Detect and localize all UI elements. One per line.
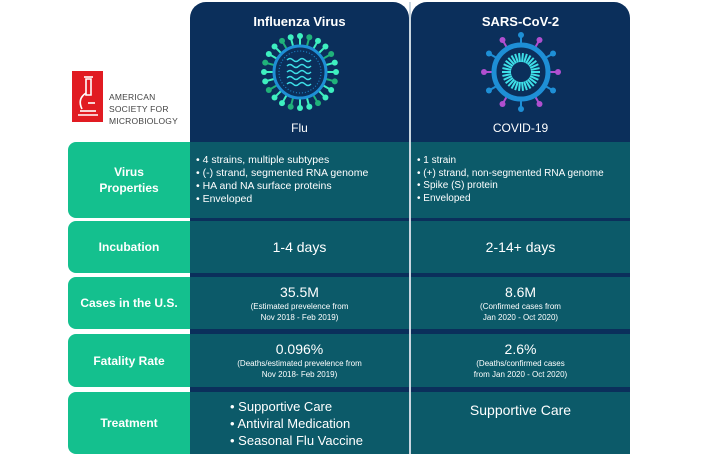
microscope-icon (78, 76, 98, 116)
covid-cell: 8.6M (Confirmed cases from Jan 2020 - Oc… (411, 277, 630, 329)
row-incubation: Incubation 1-4 days 2-14+ days (68, 221, 630, 273)
row-label: Treatment (68, 392, 190, 454)
flu-cell: 1-4 days (190, 221, 409, 273)
asm-logo-text: AMERICAN SOCIETY FOR MICROBIOLOGY (109, 92, 178, 126)
flu-cell: Supportive CareAntiviral Medication Seas… (190, 392, 409, 454)
row-label: Incubation (68, 221, 190, 273)
covid-cell: 2-14+ days (411, 221, 630, 273)
flu-cell: 0.096% (Deaths/estimated prevelence from… (190, 334, 409, 387)
column-subtitle: COVID-19 (492, 121, 549, 135)
row-fatality-rate: Fatality Rate 0.096% (Deaths/estimated p… (68, 334, 630, 387)
column-title: SARS-CoV-2 (481, 14, 560, 29)
flu-cell: 35.5M (Estimated prevelence from Nov 201… (190, 277, 409, 329)
coronavirus-icon (480, 32, 561, 112)
covid-cell: 2.6% (Deaths/confirmed cases from Jan 20… (411, 334, 630, 387)
asm-logo (72, 71, 103, 122)
row-virus-properties: Virus Properties 4 strains, multiple sub… (68, 142, 630, 218)
influenza-virus-icon (260, 33, 339, 111)
covid-cell: Supportive Care (411, 392, 630, 454)
covid-cell: 1 strain(+) strand, non-segmented RNA ge… (411, 142, 630, 218)
column-header-influenza: Influenza Virus Flu (190, 2, 409, 142)
column-title: Influenza Virus (253, 14, 346, 29)
row-treatment: Treatment Supportive CareAntiviral Medic… (68, 392, 630, 454)
row-label: Virus Properties (68, 142, 190, 218)
row-cases-us: Cases in the U.S. 35.5M (Estimated preve… (68, 277, 630, 329)
row-label: Cases in the U.S. (68, 277, 190, 329)
flu-cell: 4 strains, multiple subtypes(-) strand, … (190, 142, 409, 218)
row-label: Fatality Rate (68, 334, 190, 387)
column-subtitle: Flu (291, 121, 308, 135)
column-header-sars-cov-2: SARS-CoV-2 COVID-19 (411, 2, 630, 142)
column-divider (409, 2, 411, 454)
